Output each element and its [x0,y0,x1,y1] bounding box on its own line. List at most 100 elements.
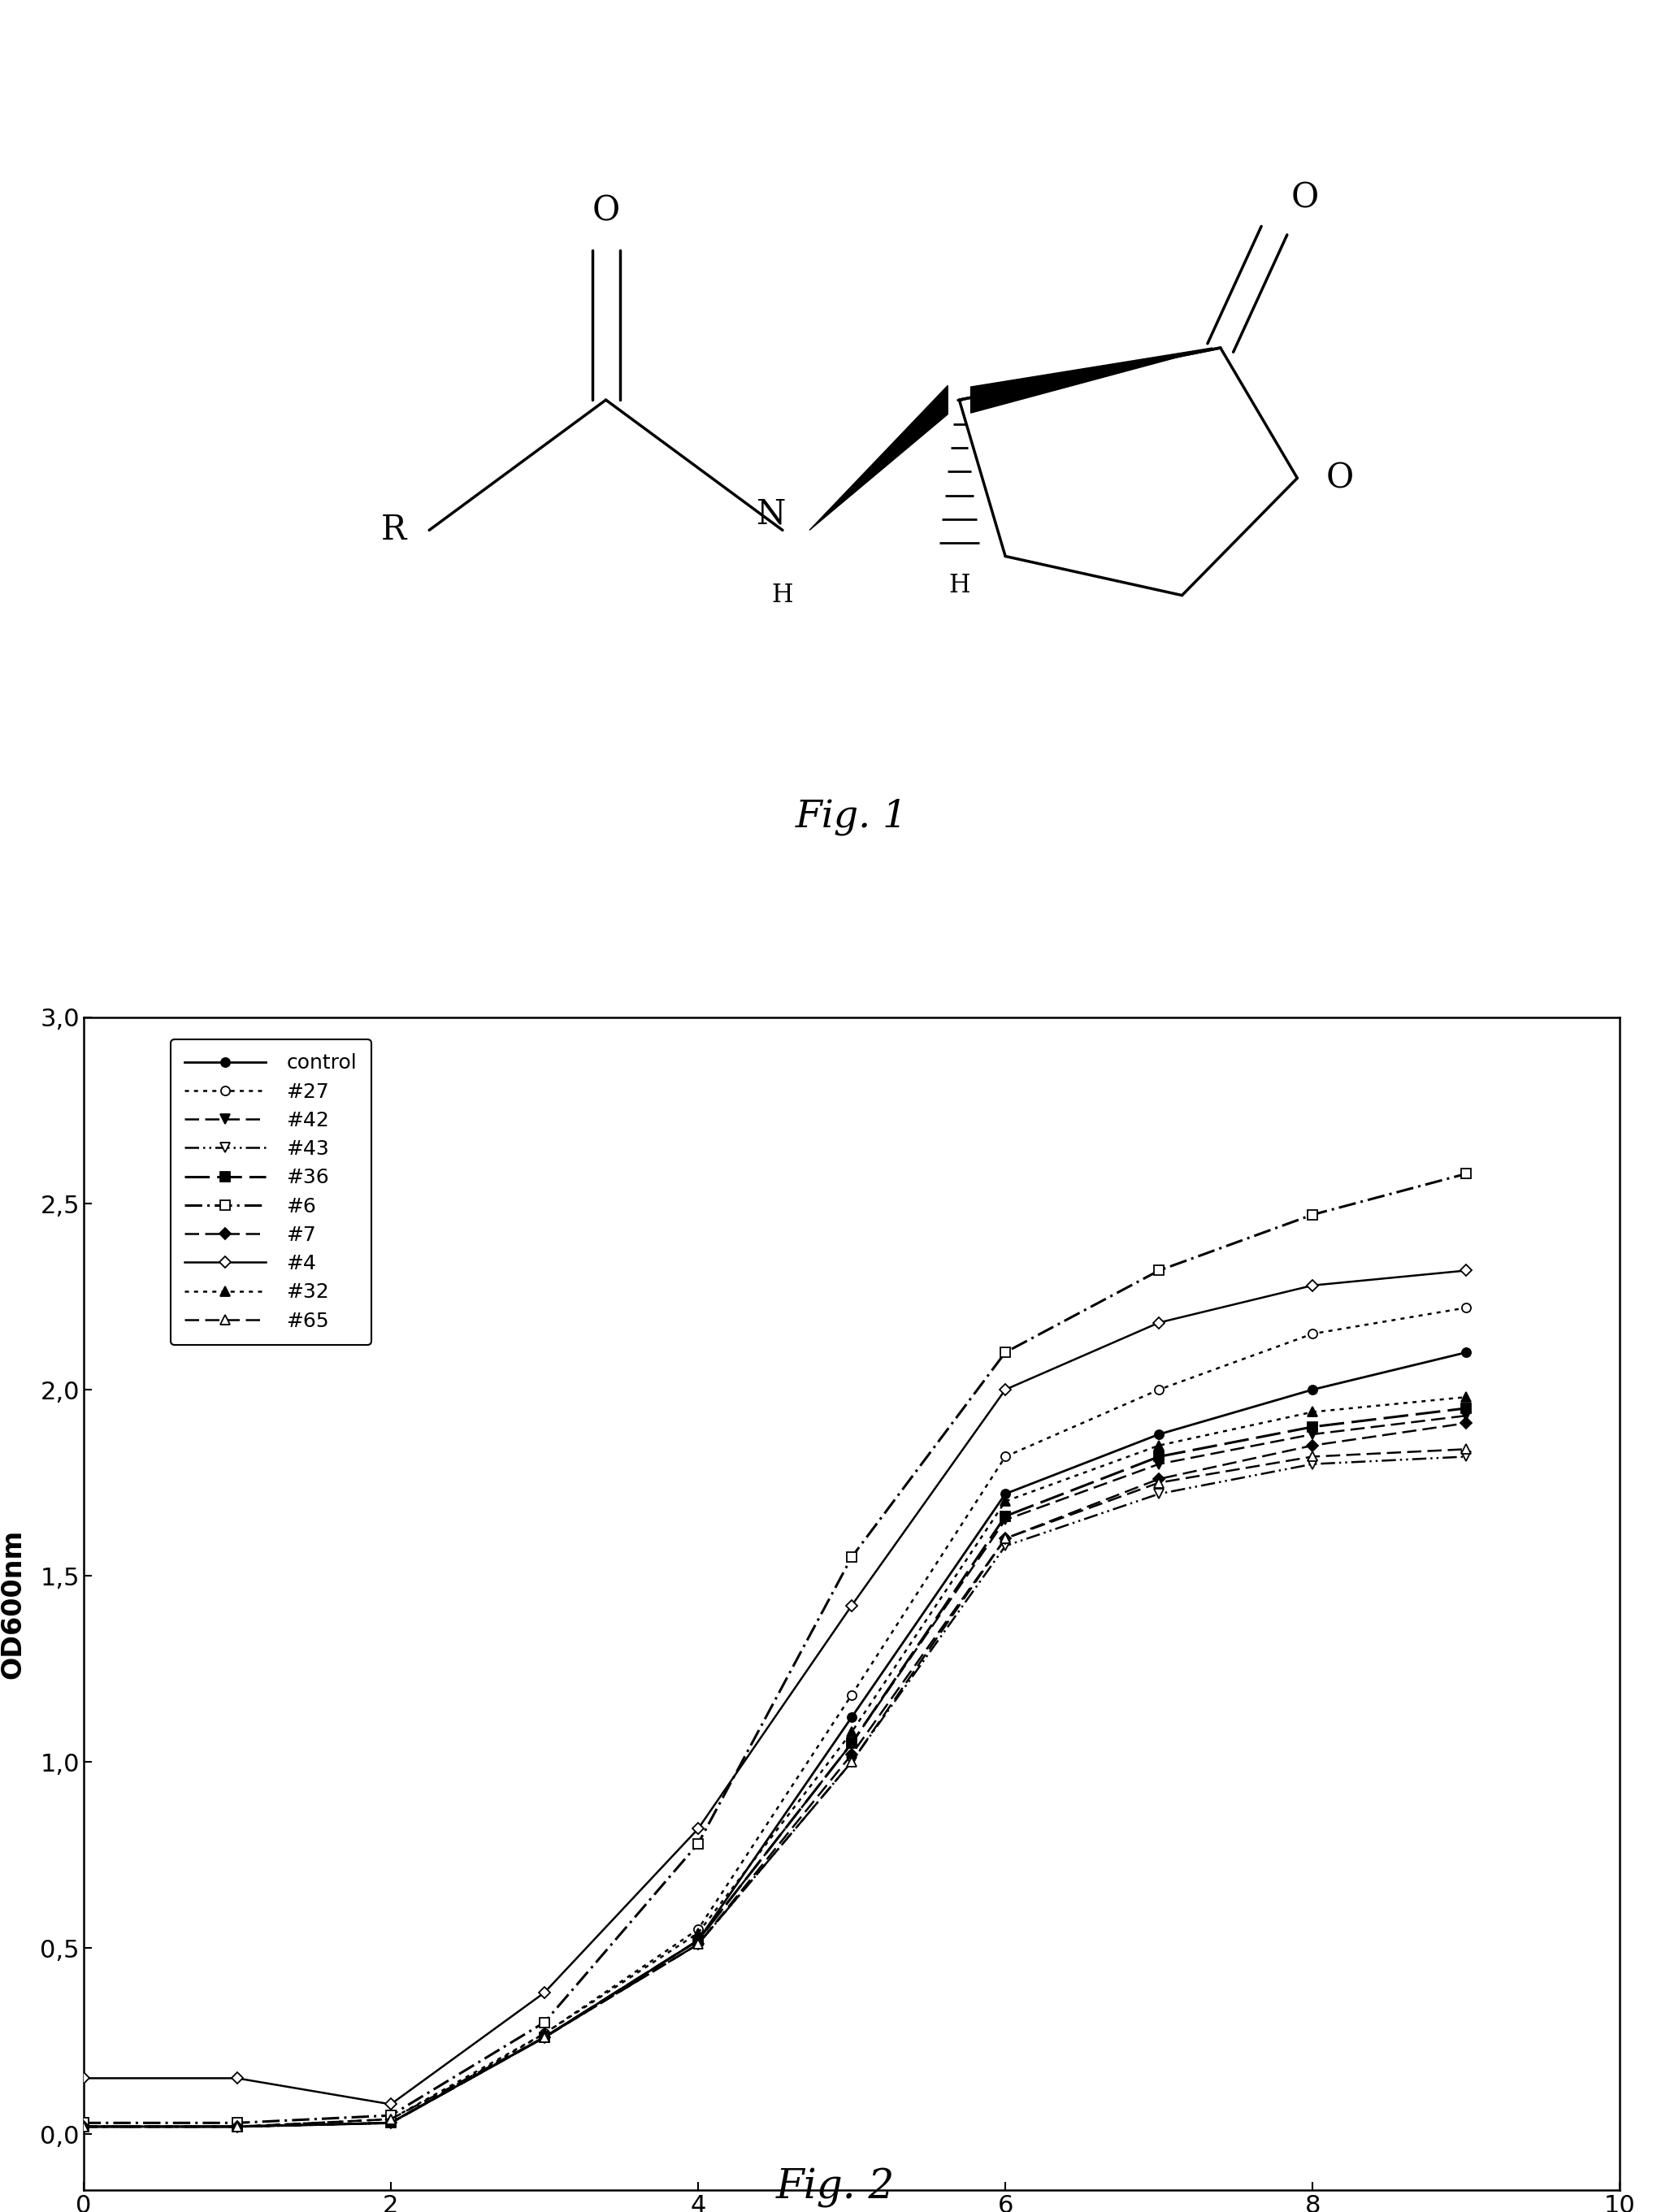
#36 [842,1730,862,1756]
#6 [995,1338,1015,1365]
control [227,2112,247,2139]
#4 [1456,1256,1476,1283]
#6 [534,2008,554,2035]
control [381,2110,401,2137]
#43 [381,2110,401,2137]
Text: R: R [381,513,406,546]
Line: #65: #65 [78,1444,1471,2130]
#32 [842,1719,862,1745]
#65 [995,1526,1015,1553]
control [1149,1420,1169,1447]
#43 [1149,1480,1169,1506]
#43 [534,2024,554,2051]
#32 [688,1920,708,1947]
#32 [995,1489,1015,1515]
#27 [227,2112,247,2139]
Legend: control, #27, #42, #43, #36, #6, #7, #4, #32, #65: control, #27, #42, #43, #36, #6, #7, #4,… [170,1040,371,1345]
#27 [842,1681,862,1708]
#4 [1149,1310,1169,1336]
#6 [227,2110,247,2137]
#43 [227,2112,247,2139]
#42 [73,2112,94,2139]
Text: Fig. 1: Fig. 1 [795,799,908,836]
control [534,2024,554,2051]
#7 [688,1931,708,1958]
#27 [381,2110,401,2137]
#27 [688,1916,708,1942]
control [842,1703,862,1730]
#36 [688,1927,708,1953]
Y-axis label: OD600nm: OD600nm [0,1528,27,1679]
#6 [688,1832,708,1858]
Line: #4: #4 [80,1267,1470,2108]
#36 [1456,1396,1476,1422]
#4 [995,1376,1015,1402]
#36 [995,1502,1015,1528]
#65 [73,2112,94,2139]
control [995,1480,1015,1506]
control [1303,1376,1323,1402]
#6 [73,2110,94,2137]
#27 [995,1444,1015,1471]
#43 [688,1931,708,1958]
#7 [534,2024,554,2051]
#42 [534,2024,554,2051]
control [1456,1338,1476,1365]
#32 [73,2112,94,2139]
#27 [1149,1376,1169,1402]
#7 [1303,1431,1323,1458]
#43 [73,2112,94,2139]
Text: H: H [772,582,793,608]
#27 [534,2020,554,2046]
#36 [73,2112,94,2139]
#42 [227,2112,247,2139]
#36 [381,2110,401,2137]
#32 [381,2106,401,2132]
#32 [1456,1385,1476,1411]
#4 [227,2066,247,2093]
#65 [1456,1436,1476,1462]
#43 [1456,1444,1476,1471]
#43 [995,1533,1015,1559]
Line: #42: #42 [78,1411,1471,2130]
#65 [1303,1444,1323,1471]
Text: O: O [1291,181,1319,215]
Text: O: O [591,195,620,228]
control [688,1927,708,1953]
#65 [1149,1469,1169,1495]
#6 [381,2101,401,2128]
#65 [381,2106,401,2132]
Line: #36: #36 [78,1405,1471,2130]
#42 [1456,1402,1476,1429]
#4 [842,1593,862,1619]
#43 [842,1747,862,1774]
#32 [227,2112,247,2139]
Line: #27: #27 [78,1303,1471,2130]
#42 [995,1506,1015,1533]
#36 [1303,1413,1323,1440]
Text: H: H [949,573,970,597]
#36 [227,2112,247,2139]
Line: #7: #7 [80,1420,1470,2130]
#32 [1303,1398,1323,1425]
Line: control: control [78,1347,1471,2130]
#7 [1149,1467,1169,1493]
#4 [688,1816,708,1843]
#65 [227,2112,247,2139]
#65 [534,2024,554,2051]
#42 [381,2110,401,2137]
#42 [842,1730,862,1756]
#42 [688,1927,708,1953]
#65 [842,1747,862,1774]
Polygon shape [810,385,949,531]
Line: #6: #6 [78,1168,1471,2128]
#6 [842,1544,862,1571]
#32 [1149,1431,1169,1458]
Polygon shape [970,347,1212,414]
#7 [73,2112,94,2139]
#27 [73,2112,94,2139]
control [73,2112,94,2139]
#32 [534,2020,554,2046]
#7 [381,2110,401,2137]
#42 [1149,1451,1169,1478]
